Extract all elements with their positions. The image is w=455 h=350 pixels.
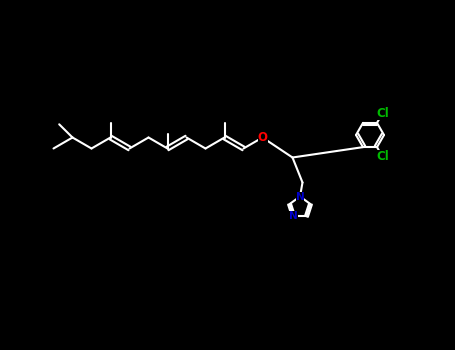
Text: N: N (296, 191, 304, 202)
Text: Cl: Cl (376, 107, 389, 120)
Text: Cl: Cl (376, 150, 389, 163)
Text: O: O (258, 131, 268, 144)
Text: N: N (289, 211, 298, 222)
